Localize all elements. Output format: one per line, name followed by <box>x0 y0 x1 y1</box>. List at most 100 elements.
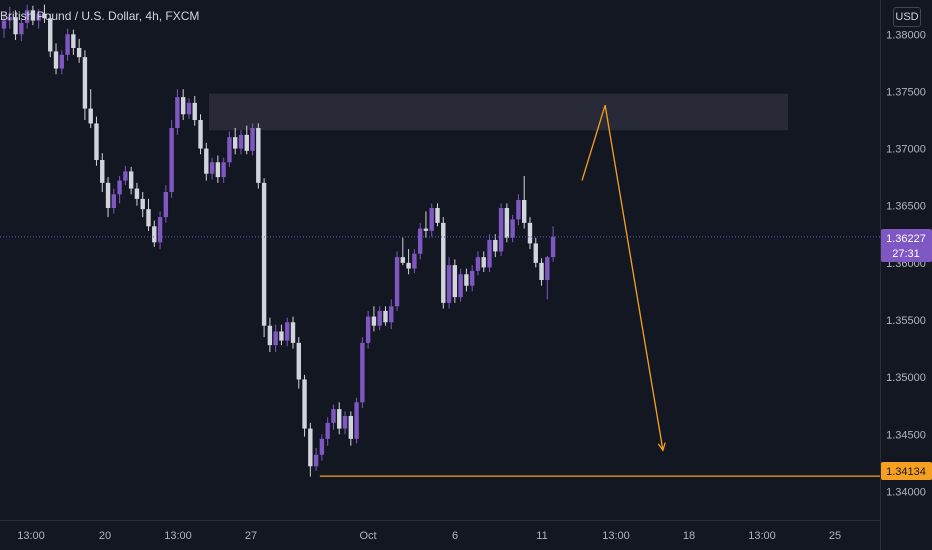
x-tick-label: 20 <box>99 530 111 542</box>
x-tick-label: 13:00 <box>17 530 45 542</box>
projection-arrowhead <box>657 442 666 452</box>
candle <box>394 251 400 311</box>
x-tick-label: 13:00 <box>164 530 192 542</box>
candle-body <box>227 137 232 163</box>
candle <box>152 220 157 247</box>
candle-body <box>94 123 99 160</box>
y-tick-label: 1.37500 <box>886 86 926 98</box>
candle-body <box>337 409 342 429</box>
candle <box>354 397 359 444</box>
support-price-tag: 1.34134 <box>881 462 932 480</box>
candle <box>308 422 313 477</box>
candle-body <box>498 208 504 252</box>
resistance-zone[interactable] <box>209 93 788 131</box>
candle <box>296 337 301 389</box>
candle <box>331 404 336 430</box>
candle-body <box>533 243 538 263</box>
candle <box>504 203 510 243</box>
candle-body <box>394 257 400 307</box>
candle-body <box>100 160 105 183</box>
symbol-title[interactable]: British Pound / U.S. Dollar, 4h, FXCM <box>0 9 200 23</box>
candle-body <box>285 322 290 341</box>
candle-body <box>469 270 475 286</box>
candle-body <box>244 134 249 151</box>
candle-body <box>400 257 406 263</box>
candle-body <box>53 51 59 69</box>
candle <box>365 310 371 349</box>
candle <box>469 265 475 292</box>
candle <box>533 237 538 268</box>
candle-body <box>13 17 18 35</box>
candle <box>146 198 151 231</box>
projection-path[interactable] <box>581 104 664 451</box>
candle <box>30 5 36 26</box>
y-tick-label: 1.37000 <box>886 144 926 156</box>
candle-body <box>7 17 12 21</box>
candle-body <box>331 409 336 423</box>
candle-body <box>209 162 215 174</box>
candle-body <box>371 316 377 326</box>
candle <box>250 123 255 156</box>
candle-body <box>365 316 371 343</box>
time-scale[interactable]: 13:00 20 13:00 27 Oct 6 11 13:00 18 13:00 25 <box>17 530 841 542</box>
candle-body <box>238 134 244 149</box>
candle-body <box>302 379 307 429</box>
candle-body <box>105 182 111 208</box>
candle-body <box>76 48 82 58</box>
candle <box>192 96 197 126</box>
candle <box>446 257 452 309</box>
candle-body <box>441 222 446 303</box>
candle-body <box>198 120 203 149</box>
candle <box>360 337 365 408</box>
candle <box>175 89 180 135</box>
candle <box>348 411 353 446</box>
candle-body <box>233 137 238 149</box>
candle <box>545 256 550 300</box>
candle-body <box>406 262 411 269</box>
candle-body <box>510 219 515 238</box>
candle-body <box>250 128 255 151</box>
candle-body <box>522 200 527 223</box>
candle <box>423 211 429 238</box>
candle-body <box>140 198 145 210</box>
x-tick-label: 13:00 <box>748 530 776 542</box>
candle-series <box>1 4 556 477</box>
candle <box>163 185 169 223</box>
candle <box>117 176 122 204</box>
candle-body <box>82 57 88 109</box>
candle <box>7 6 12 29</box>
candle-body <box>146 209 151 227</box>
candle <box>53 43 59 75</box>
candle <box>539 258 544 286</box>
candle-body <box>412 253 417 269</box>
candle <box>487 234 492 272</box>
candle-body <box>464 274 469 286</box>
y-tick-label: 1.34500 <box>886 429 926 441</box>
candle <box>290 316 296 349</box>
candle-body <box>88 108 93 124</box>
candle <box>233 128 238 155</box>
candle <box>100 153 105 192</box>
candle <box>458 268 463 302</box>
x-tick-label: 25 <box>829 530 841 542</box>
currency-button[interactable]: USD <box>893 7 921 27</box>
candle <box>527 217 533 250</box>
x-tick-label: 13:00 <box>602 530 630 542</box>
candle <box>13 10 18 40</box>
candle-body <box>423 228 429 231</box>
candle-body <box>348 416 353 439</box>
candle-body <box>215 162 221 178</box>
candle <box>452 259 458 303</box>
y-tick-label: 1.35500 <box>886 315 926 327</box>
candle <box>279 324 284 346</box>
candle <box>169 120 174 198</box>
candle-body <box>290 322 296 343</box>
candle-body <box>48 18 53 52</box>
candle <box>516 194 521 226</box>
current-price-tag: 1.36227 27:31 <box>881 229 932 262</box>
candle-body <box>65 34 70 55</box>
y-tick-label: 1.35000 <box>886 372 926 384</box>
candle <box>238 130 244 155</box>
support-price-label: 1.34134 <box>886 466 926 478</box>
